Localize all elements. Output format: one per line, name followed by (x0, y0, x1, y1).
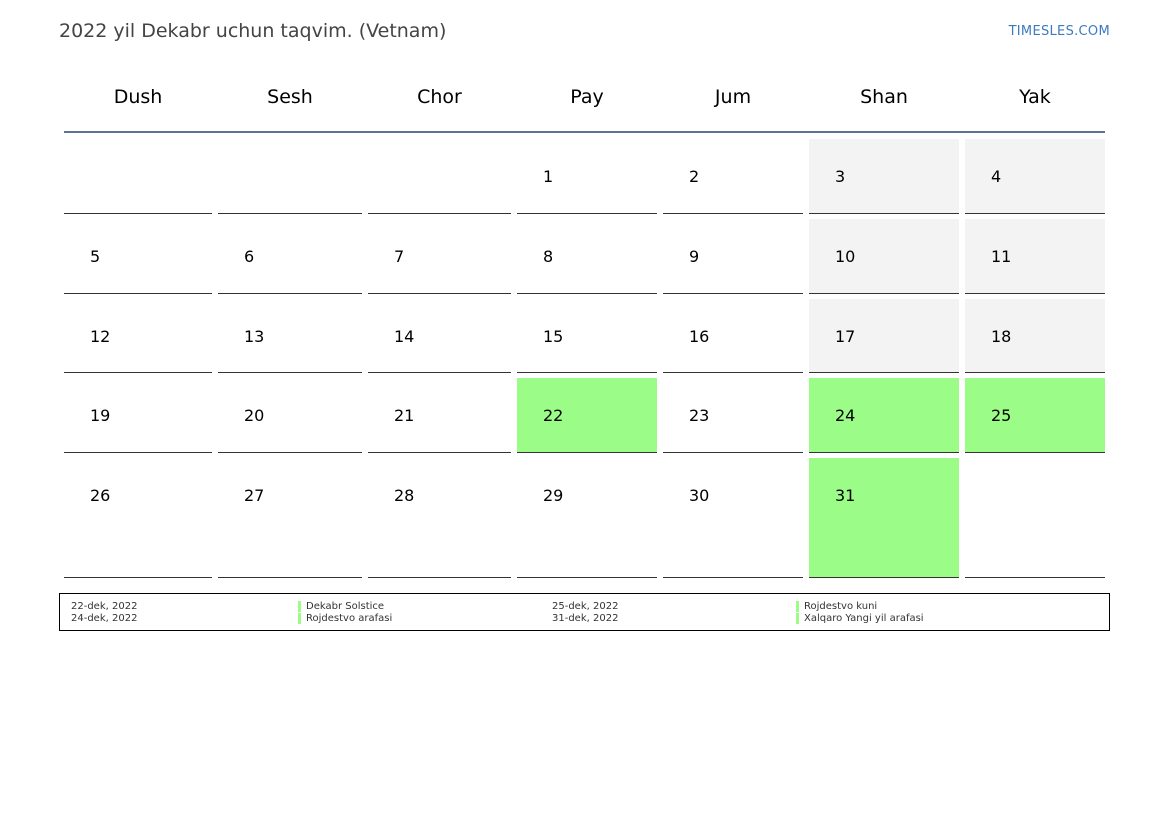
empty-day-cell (965, 458, 1105, 578)
legend-holiday-name: Rojdestvo kuni (804, 601, 878, 612)
day-cell[interactable]: 29 (517, 458, 657, 578)
day-cell[interactable]: 24 (809, 378, 959, 453)
day-number: 19 (90, 406, 111, 425)
weekday-header: Jum (714, 86, 752, 108)
day-cell[interactable]: 7 (368, 219, 511, 294)
legend-color-marker (796, 613, 799, 624)
day-cell[interactable]: 17 (809, 299, 959, 373)
weekday-header: Dush (113, 86, 163, 108)
legend-date: 31-dek, 2022 (552, 613, 619, 624)
empty-day-cell (218, 139, 362, 214)
legend-date: 22-dek, 2022 (71, 601, 138, 612)
day-number: 27 (244, 486, 265, 505)
day-number: 2 (689, 167, 700, 186)
day-number: 20 (244, 406, 265, 425)
day-cell[interactable]: 30 (663, 458, 803, 578)
weekday-header: Sesh (267, 86, 313, 108)
day-number: 1 (543, 167, 554, 186)
day-cell[interactable]: 11 (965, 219, 1105, 294)
day-number: 23 (689, 406, 710, 425)
header-divider (64, 131, 1105, 133)
legend-color-marker (796, 601, 799, 612)
day-cell[interactable]: 3 (809, 139, 959, 214)
holiday-legend: 22-dek, 2022 Dekabr Solstice 24-dek, 2022 R… (59, 593, 1110, 631)
day-cell[interactable]: 4 (965, 139, 1105, 214)
day-number: 10 (835, 247, 856, 266)
weekday-header: Chor (417, 86, 462, 108)
day-cell[interactable]: 12 (64, 299, 212, 373)
day-number: 31 (835, 486, 856, 505)
day-cell[interactable]: 21 (368, 378, 511, 453)
day-number: 21 (394, 406, 415, 425)
legend-date: 25-dek, 2022 (552, 601, 619, 612)
empty-day-cell (368, 139, 511, 214)
day-number: 12 (90, 327, 111, 346)
legend-date: 24-dek, 2022 (71, 613, 138, 624)
day-cell[interactable]: 9 (663, 219, 803, 294)
day-number: 26 (90, 486, 111, 505)
weekday-header: Pay (570, 86, 604, 108)
day-cell[interactable]: 16 (663, 299, 803, 373)
day-number: 8 (543, 247, 554, 266)
day-cell[interactable]: 22 (517, 378, 657, 453)
day-cell[interactable]: 13 (218, 299, 362, 373)
day-cell[interactable]: 2 (663, 139, 803, 214)
day-number: 22 (543, 406, 564, 425)
legend-holiday-name: Rojdestvo arafasi (306, 613, 393, 624)
day-number: 17 (835, 327, 856, 346)
day-number: 16 (689, 327, 710, 346)
day-cell[interactable]: 25 (965, 378, 1105, 453)
day-number: 9 (689, 247, 700, 266)
page-title: 2022 yil Dekabr uchun taqvim. (Vetnam) (59, 20, 447, 42)
day-number: 25 (991, 406, 1012, 425)
day-cell[interactable]: 26 (64, 458, 212, 578)
day-cell[interactable]: 31 (809, 458, 959, 578)
weekday-header: Yak (1019, 86, 1051, 108)
day-cell[interactable]: 23 (663, 378, 803, 453)
day-cell[interactable]: 5 (64, 219, 212, 294)
day-number: 11 (991, 247, 1012, 266)
day-cell[interactable]: 15 (517, 299, 657, 373)
day-number: 5 (90, 247, 101, 266)
day-cell[interactable]: 10 (809, 219, 959, 294)
day-cell[interactable]: 28 (368, 458, 511, 578)
legend-holiday-name: Xalqaro Yangi yil arafasi (804, 613, 924, 624)
day-cell[interactable]: 6 (218, 219, 362, 294)
day-number: 18 (991, 327, 1012, 346)
legend-holiday-name: Dekabr Solstice (306, 601, 385, 612)
day-number: 30 (689, 486, 710, 505)
day-cell[interactable]: 27 (218, 458, 362, 578)
day-cell[interactable]: 1 (517, 139, 657, 214)
day-cell[interactable]: 20 (218, 378, 362, 453)
empty-day-cell (64, 139, 212, 214)
day-cell[interactable]: 14 (368, 299, 511, 373)
day-number: 3 (835, 167, 846, 186)
weekday-header: Shan (860, 86, 908, 108)
day-number: 15 (543, 327, 564, 346)
day-number: 24 (835, 406, 856, 425)
legend-color-marker (298, 601, 301, 612)
day-cell[interactable]: 18 (965, 299, 1105, 373)
day-cell[interactable]: 8 (517, 219, 657, 294)
site-link[interactable]: TIMESLES.COM (1008, 24, 1110, 39)
legend-color-marker (298, 613, 301, 624)
day-number: 7 (394, 247, 405, 266)
day-number: 4 (991, 167, 1002, 186)
day-number: 28 (394, 486, 415, 505)
day-number: 13 (244, 327, 265, 346)
day-number: 29 (543, 486, 564, 505)
day-cell[interactable]: 19 (64, 378, 212, 453)
day-number: 14 (394, 327, 415, 346)
day-number: 6 (244, 247, 255, 266)
